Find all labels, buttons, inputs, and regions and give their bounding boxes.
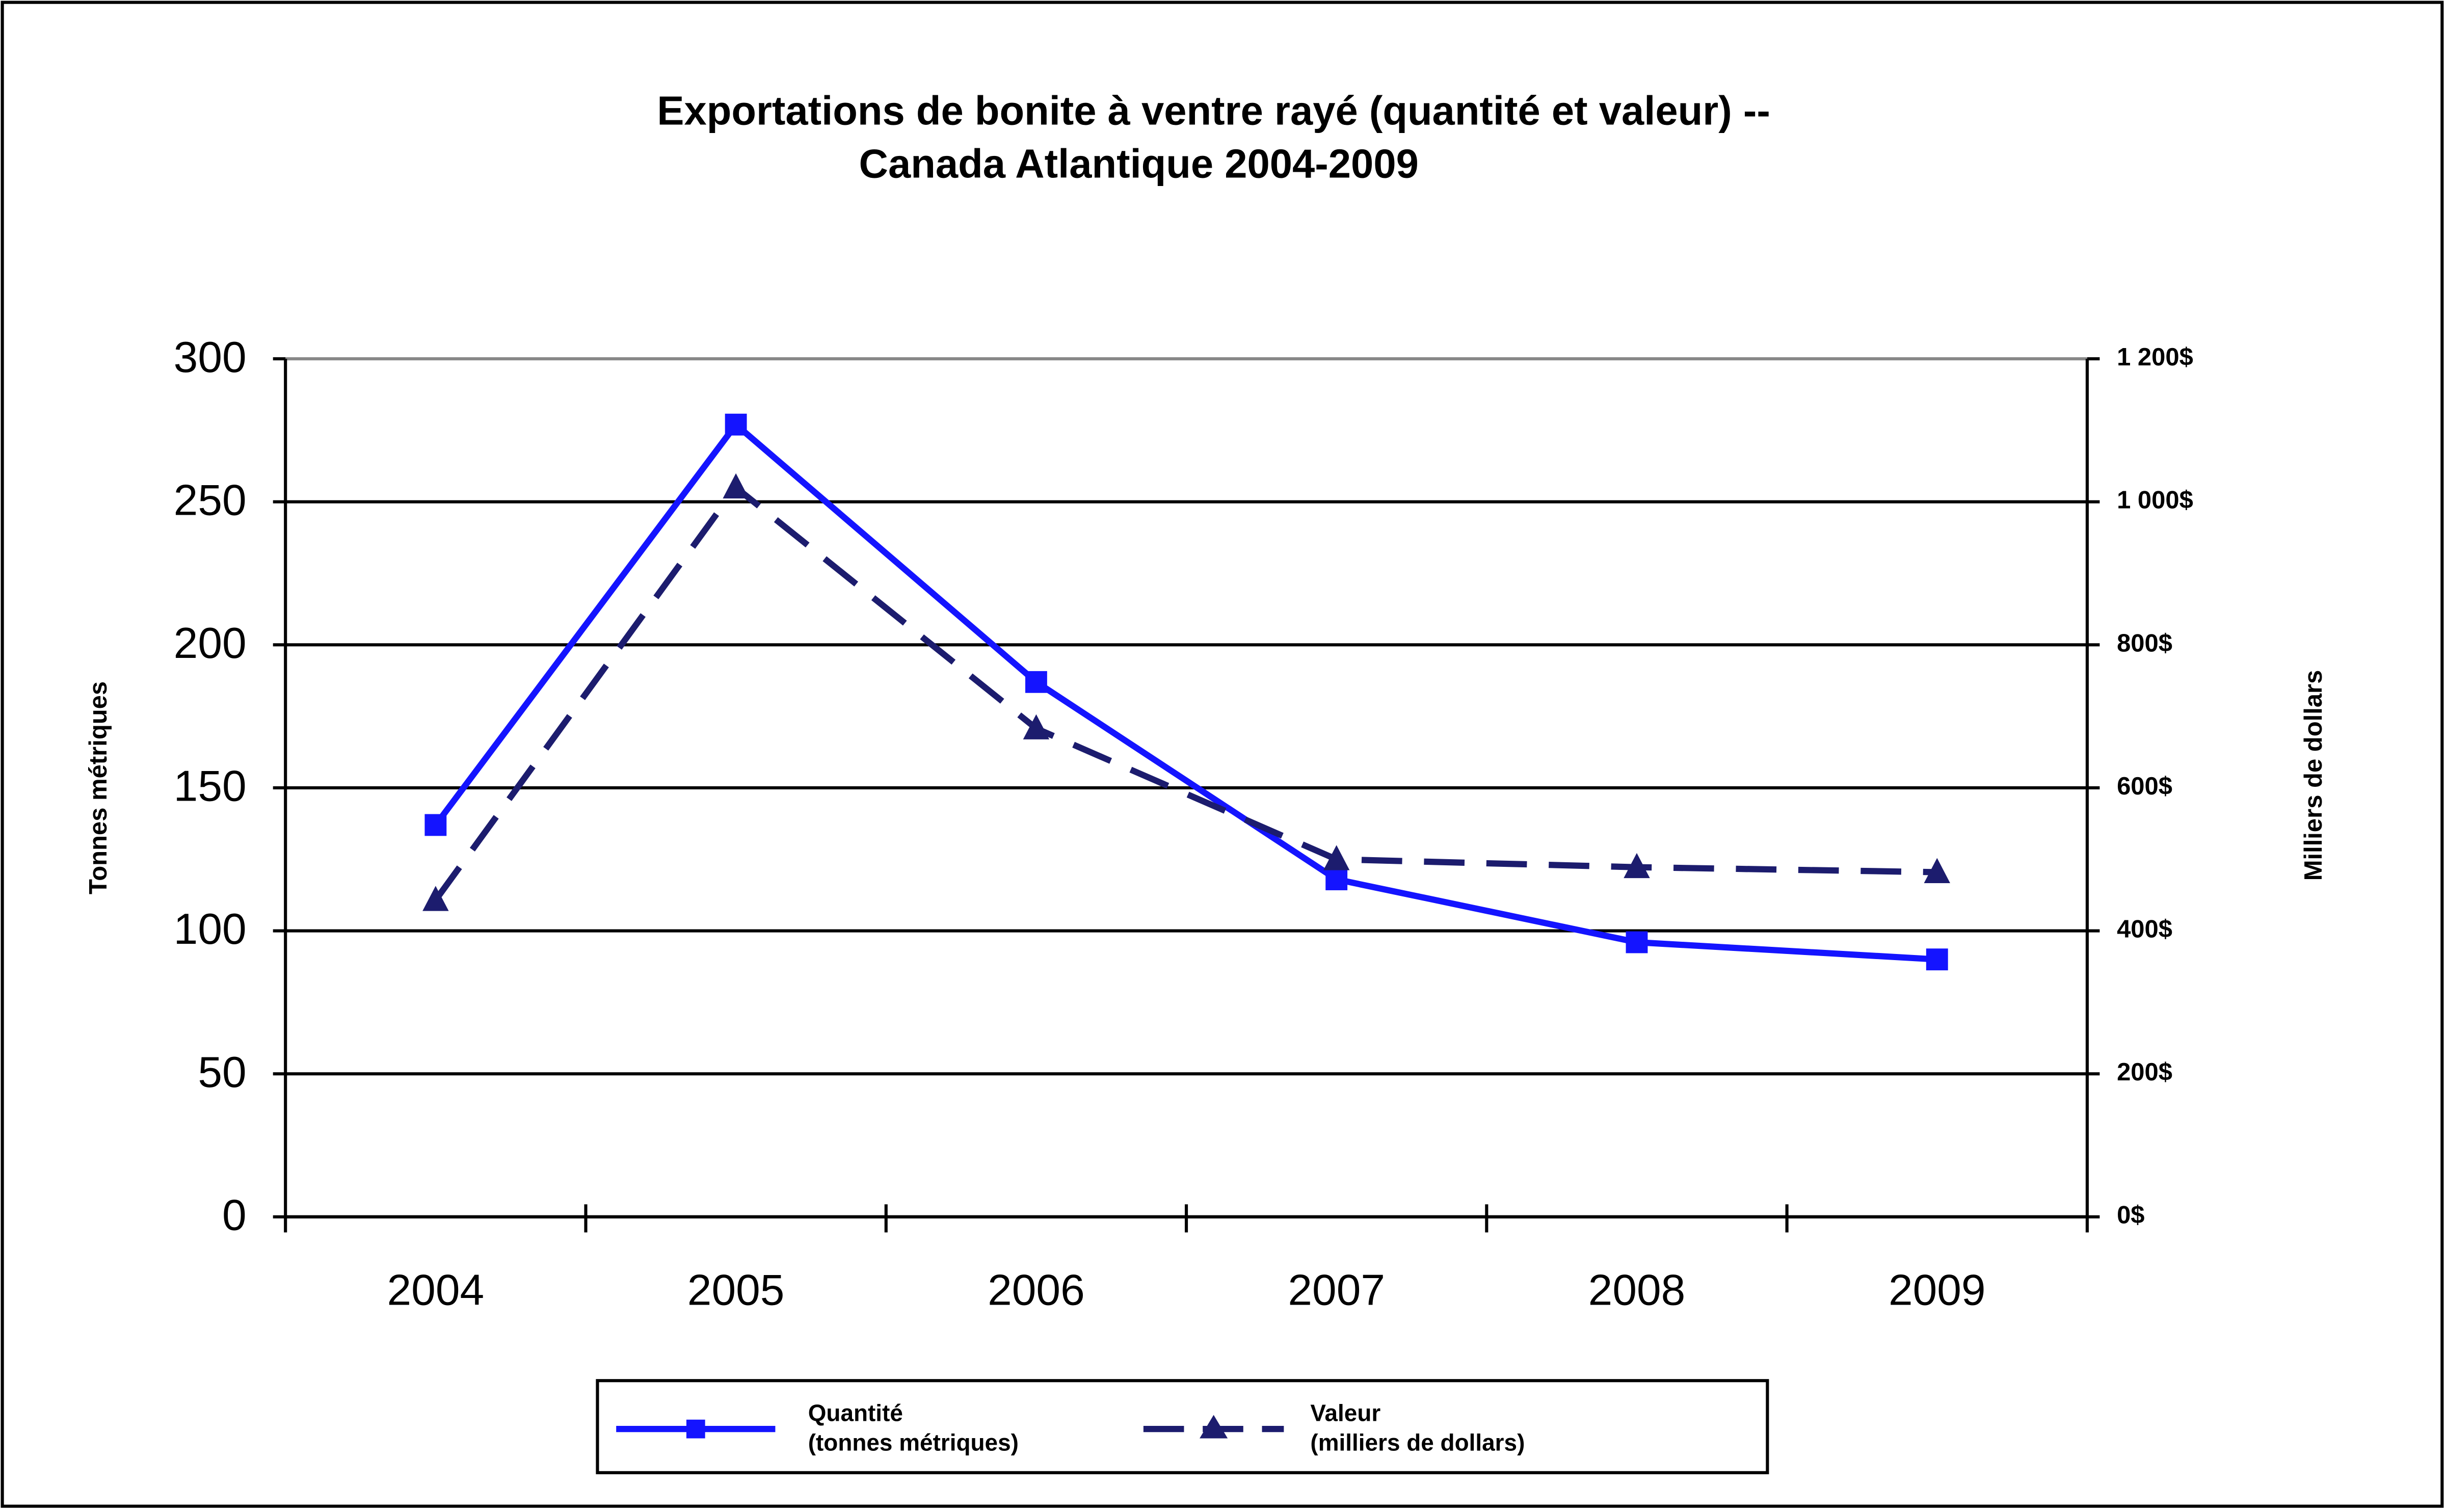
marker: [1626, 931, 1648, 953]
y-tick-label: 150: [174, 762, 247, 811]
y-tick-label: 250: [174, 475, 247, 524]
legend-label: Quantité (tonnes métriques): [808, 1400, 1019, 1456]
y-tick-label: 0: [222, 1190, 247, 1239]
marker: [1924, 858, 1950, 883]
series-line: [433, 483, 1937, 902]
x-tick-label: 2004: [387, 1265, 485, 1314]
y2-tick-label: 0$: [2117, 1202, 2144, 1229]
marker: [1624, 853, 1650, 879]
y2-tick-label: 600$: [2117, 773, 2172, 800]
marker: [424, 814, 447, 836]
y2-tick-label: 800$: [2117, 629, 2172, 657]
y-tick-label: 200: [174, 619, 247, 668]
marker: [725, 413, 747, 436]
legend-marker: [1200, 1415, 1228, 1439]
marker: [1025, 671, 1047, 693]
y-tick-label: 50: [198, 1048, 246, 1097]
legend-label: Valeur (milliers de dollars): [1310, 1400, 1525, 1456]
x-tick-label: 2006: [988, 1265, 1085, 1314]
marker: [1023, 714, 1050, 739]
x-tick-label: 2008: [1588, 1265, 1686, 1314]
y2-tick-label: 1 200$: [2117, 343, 2193, 371]
chart-title: Exportations de bonite à ventre rayé (qu…: [657, 88, 1770, 134]
x-tick-label: 2007: [1288, 1265, 1385, 1314]
y2-tick-label: 200$: [2117, 1058, 2172, 1086]
chart-title: Canada Atlantique 2004-2009: [859, 141, 1419, 187]
x-tick-label: 2009: [1889, 1265, 1986, 1314]
y-tick-label: 300: [174, 333, 247, 382]
marker: [723, 473, 749, 499]
x-tick-label: 2005: [687, 1265, 785, 1314]
marker: [422, 886, 449, 911]
y2-tick-label: 400$: [2117, 915, 2172, 943]
marker: [1926, 948, 1948, 971]
y-axis-label: Tonnes métriques: [85, 681, 112, 894]
marker: [1323, 845, 1350, 870]
series-line: [433, 420, 1937, 963]
y2-axis-label: Milliers de dollars: [2300, 670, 2327, 881]
y2-tick-label: 1 000$: [2117, 487, 2193, 514]
legend-marker: [686, 1419, 705, 1439]
marker: [1325, 868, 1348, 890]
y-tick-label: 100: [174, 905, 247, 953]
